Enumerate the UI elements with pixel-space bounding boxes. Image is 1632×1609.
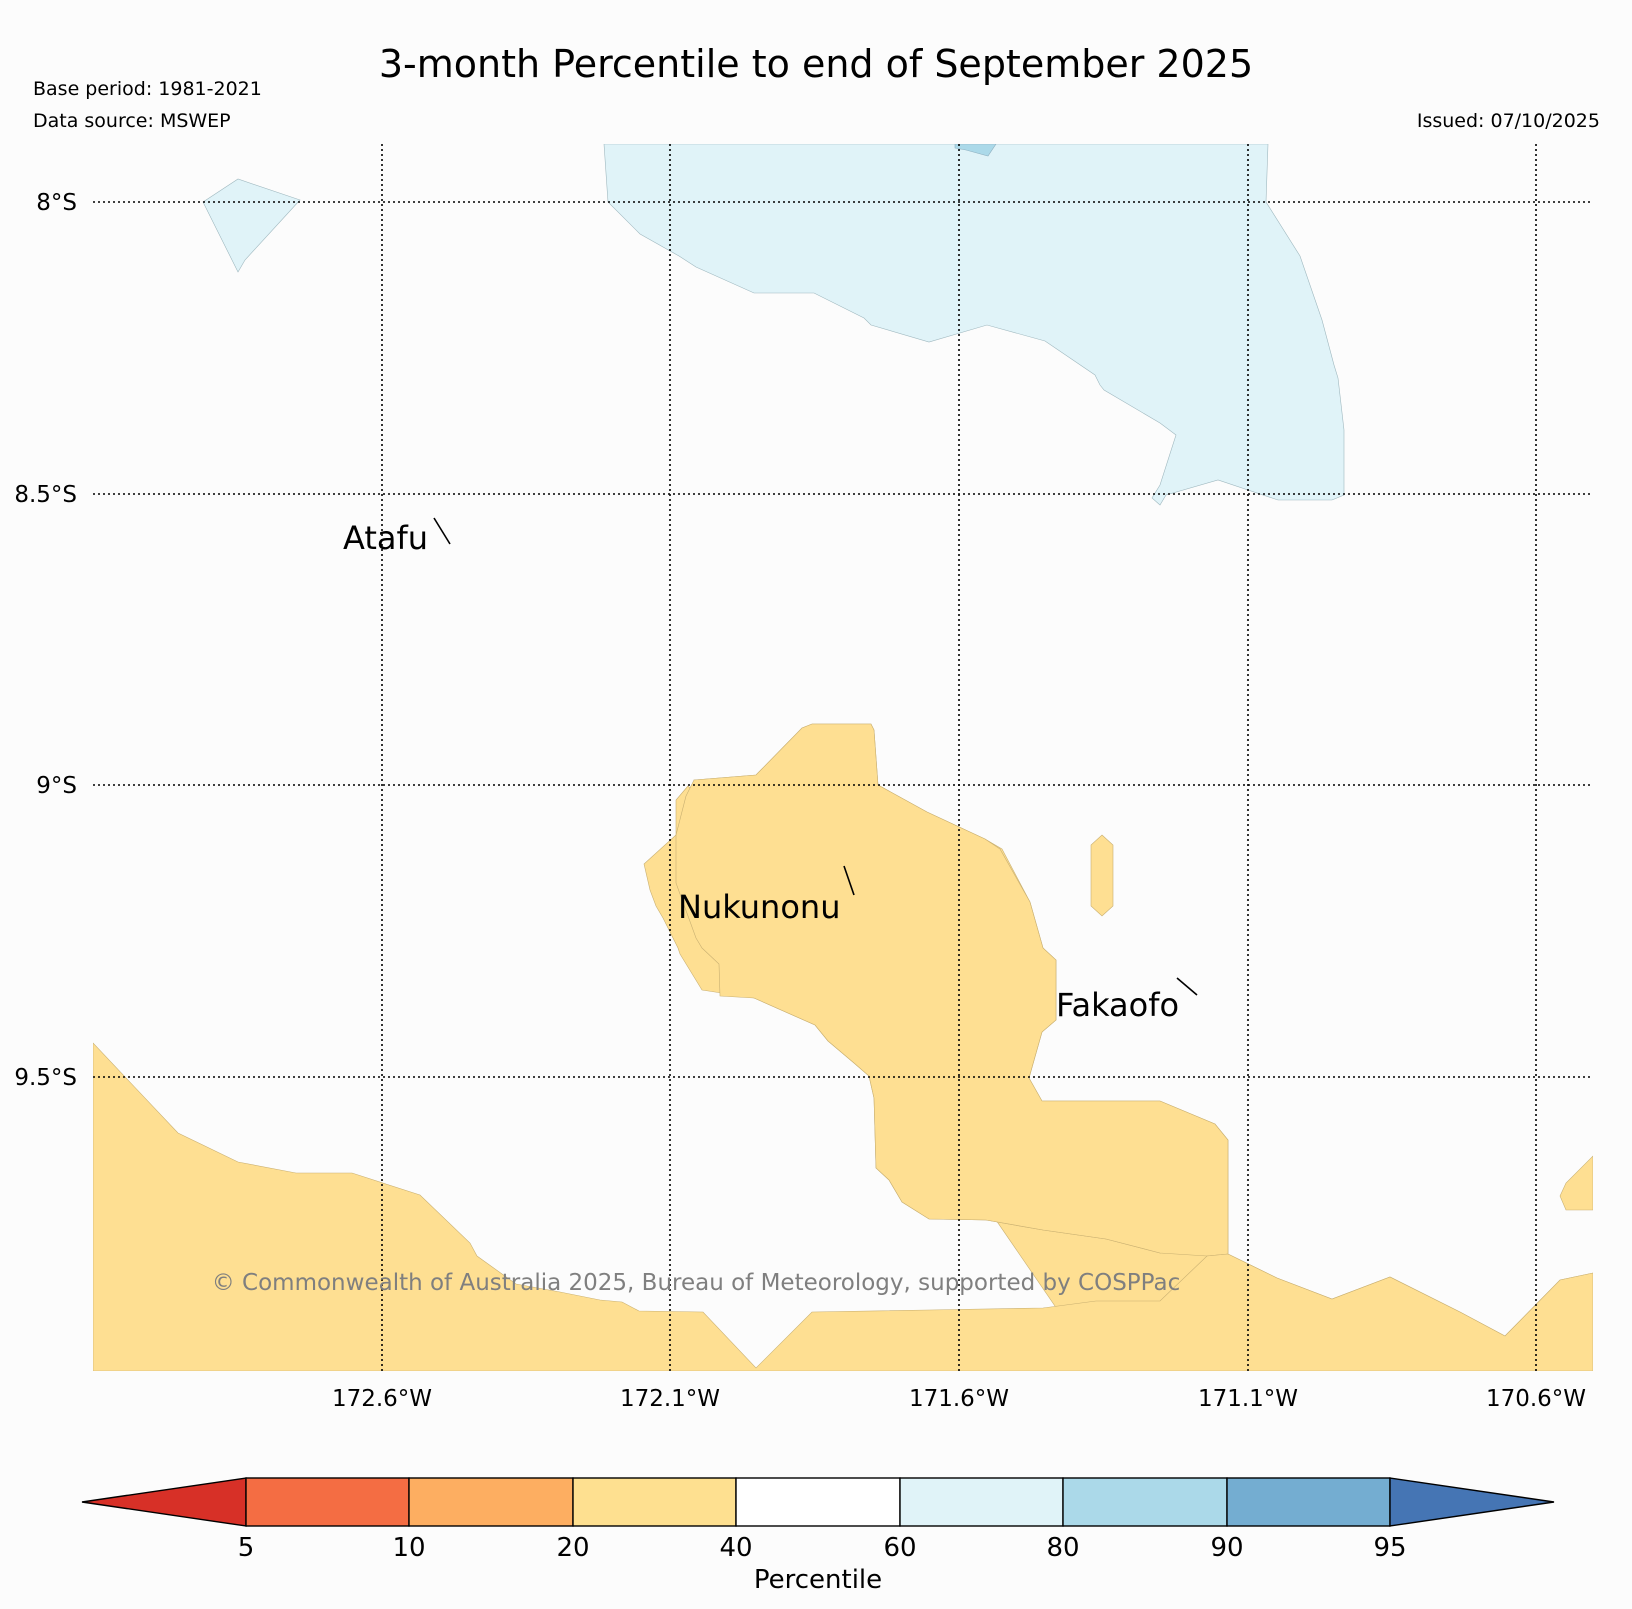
lon-label-171-1w: 171.1°W xyxy=(1198,1386,1298,1412)
issued-date-text: Issued: 07/10/2025 xyxy=(1416,110,1600,132)
colorbar-tick-80: 80 xyxy=(1046,1533,1079,1563)
copyright-notice: © Commonwealth of Australia 2025, Bureau… xyxy=(212,1270,1181,1296)
colorbar-bin-90-95 xyxy=(1226,1477,1391,1527)
colorbar-tick-10: 10 xyxy=(392,1533,425,1563)
lon-label-172-1w: 172.1°W xyxy=(620,1386,720,1412)
colorbar-extend-low xyxy=(81,1477,247,1527)
colorbar-bin-5-10 xyxy=(245,1477,410,1527)
lon-label-170-6w: 170.6°W xyxy=(1486,1386,1586,1412)
lat-label-9s: 9°S xyxy=(36,773,77,799)
data-source-text: Data source: MSWEP xyxy=(33,110,231,132)
region-20-40-east-edge xyxy=(1559,1155,1593,1211)
region-80-90-north xyxy=(954,144,997,157)
atoll-marker-atafu xyxy=(433,517,451,545)
colorbar-tick-60: 60 xyxy=(883,1533,916,1563)
region-20-40-south xyxy=(93,1042,1593,1371)
atoll-marker-fakaofo xyxy=(1176,977,1198,996)
map-title: 3-month Percentile to end of September 2… xyxy=(378,42,1254,86)
lon-label-171-6w: 171.6°W xyxy=(909,1386,1009,1412)
colorbar-bin-40-60 xyxy=(735,1477,901,1527)
region-60-80-northwest xyxy=(202,178,301,273)
colorbar-tick-40: 40 xyxy=(719,1533,752,1563)
colorbar-bin-10-20 xyxy=(408,1477,574,1527)
colorbar-bin-60-80 xyxy=(899,1477,1064,1527)
percentile-regions xyxy=(93,144,1593,1371)
lon-label-172-6w: 172.6°W xyxy=(332,1386,432,1412)
colorbar-bin-20-40 xyxy=(572,1477,737,1527)
percentile-colorbar xyxy=(81,1477,1555,1527)
colorbar-tick-20: 20 xyxy=(556,1533,589,1563)
region-20-40-east-islet xyxy=(1090,834,1114,917)
colorbar-tick-95: 95 xyxy=(1373,1533,1406,1563)
place-label-nukunonu: Nukunonu xyxy=(678,888,840,926)
region-60-80-north xyxy=(603,144,1345,506)
place-label-fakaofo: Fakaofo xyxy=(1056,986,1179,1024)
place-label-atafu: Atafu xyxy=(343,519,428,557)
base-period-text: Base period: 1981-2021 xyxy=(33,78,262,100)
lat-label-8s: 8°S xyxy=(36,190,77,216)
lat-label-8-5s: 8.5°S xyxy=(14,482,77,508)
atoll-marker-nukunonu xyxy=(843,865,855,896)
graticule xyxy=(93,144,1593,1371)
region-20-40-central-body xyxy=(675,723,1229,1257)
colorbar-tick-90: 90 xyxy=(1210,1533,1243,1563)
colorbar-title: Percentile xyxy=(754,1565,882,1595)
colorbar-extend-high xyxy=(1389,1477,1555,1527)
colorbar-tick-5: 5 xyxy=(238,1533,255,1563)
lat-label-9-5s: 9.5°S xyxy=(14,1065,77,1091)
colorbar-bin-80-90 xyxy=(1062,1477,1228,1527)
